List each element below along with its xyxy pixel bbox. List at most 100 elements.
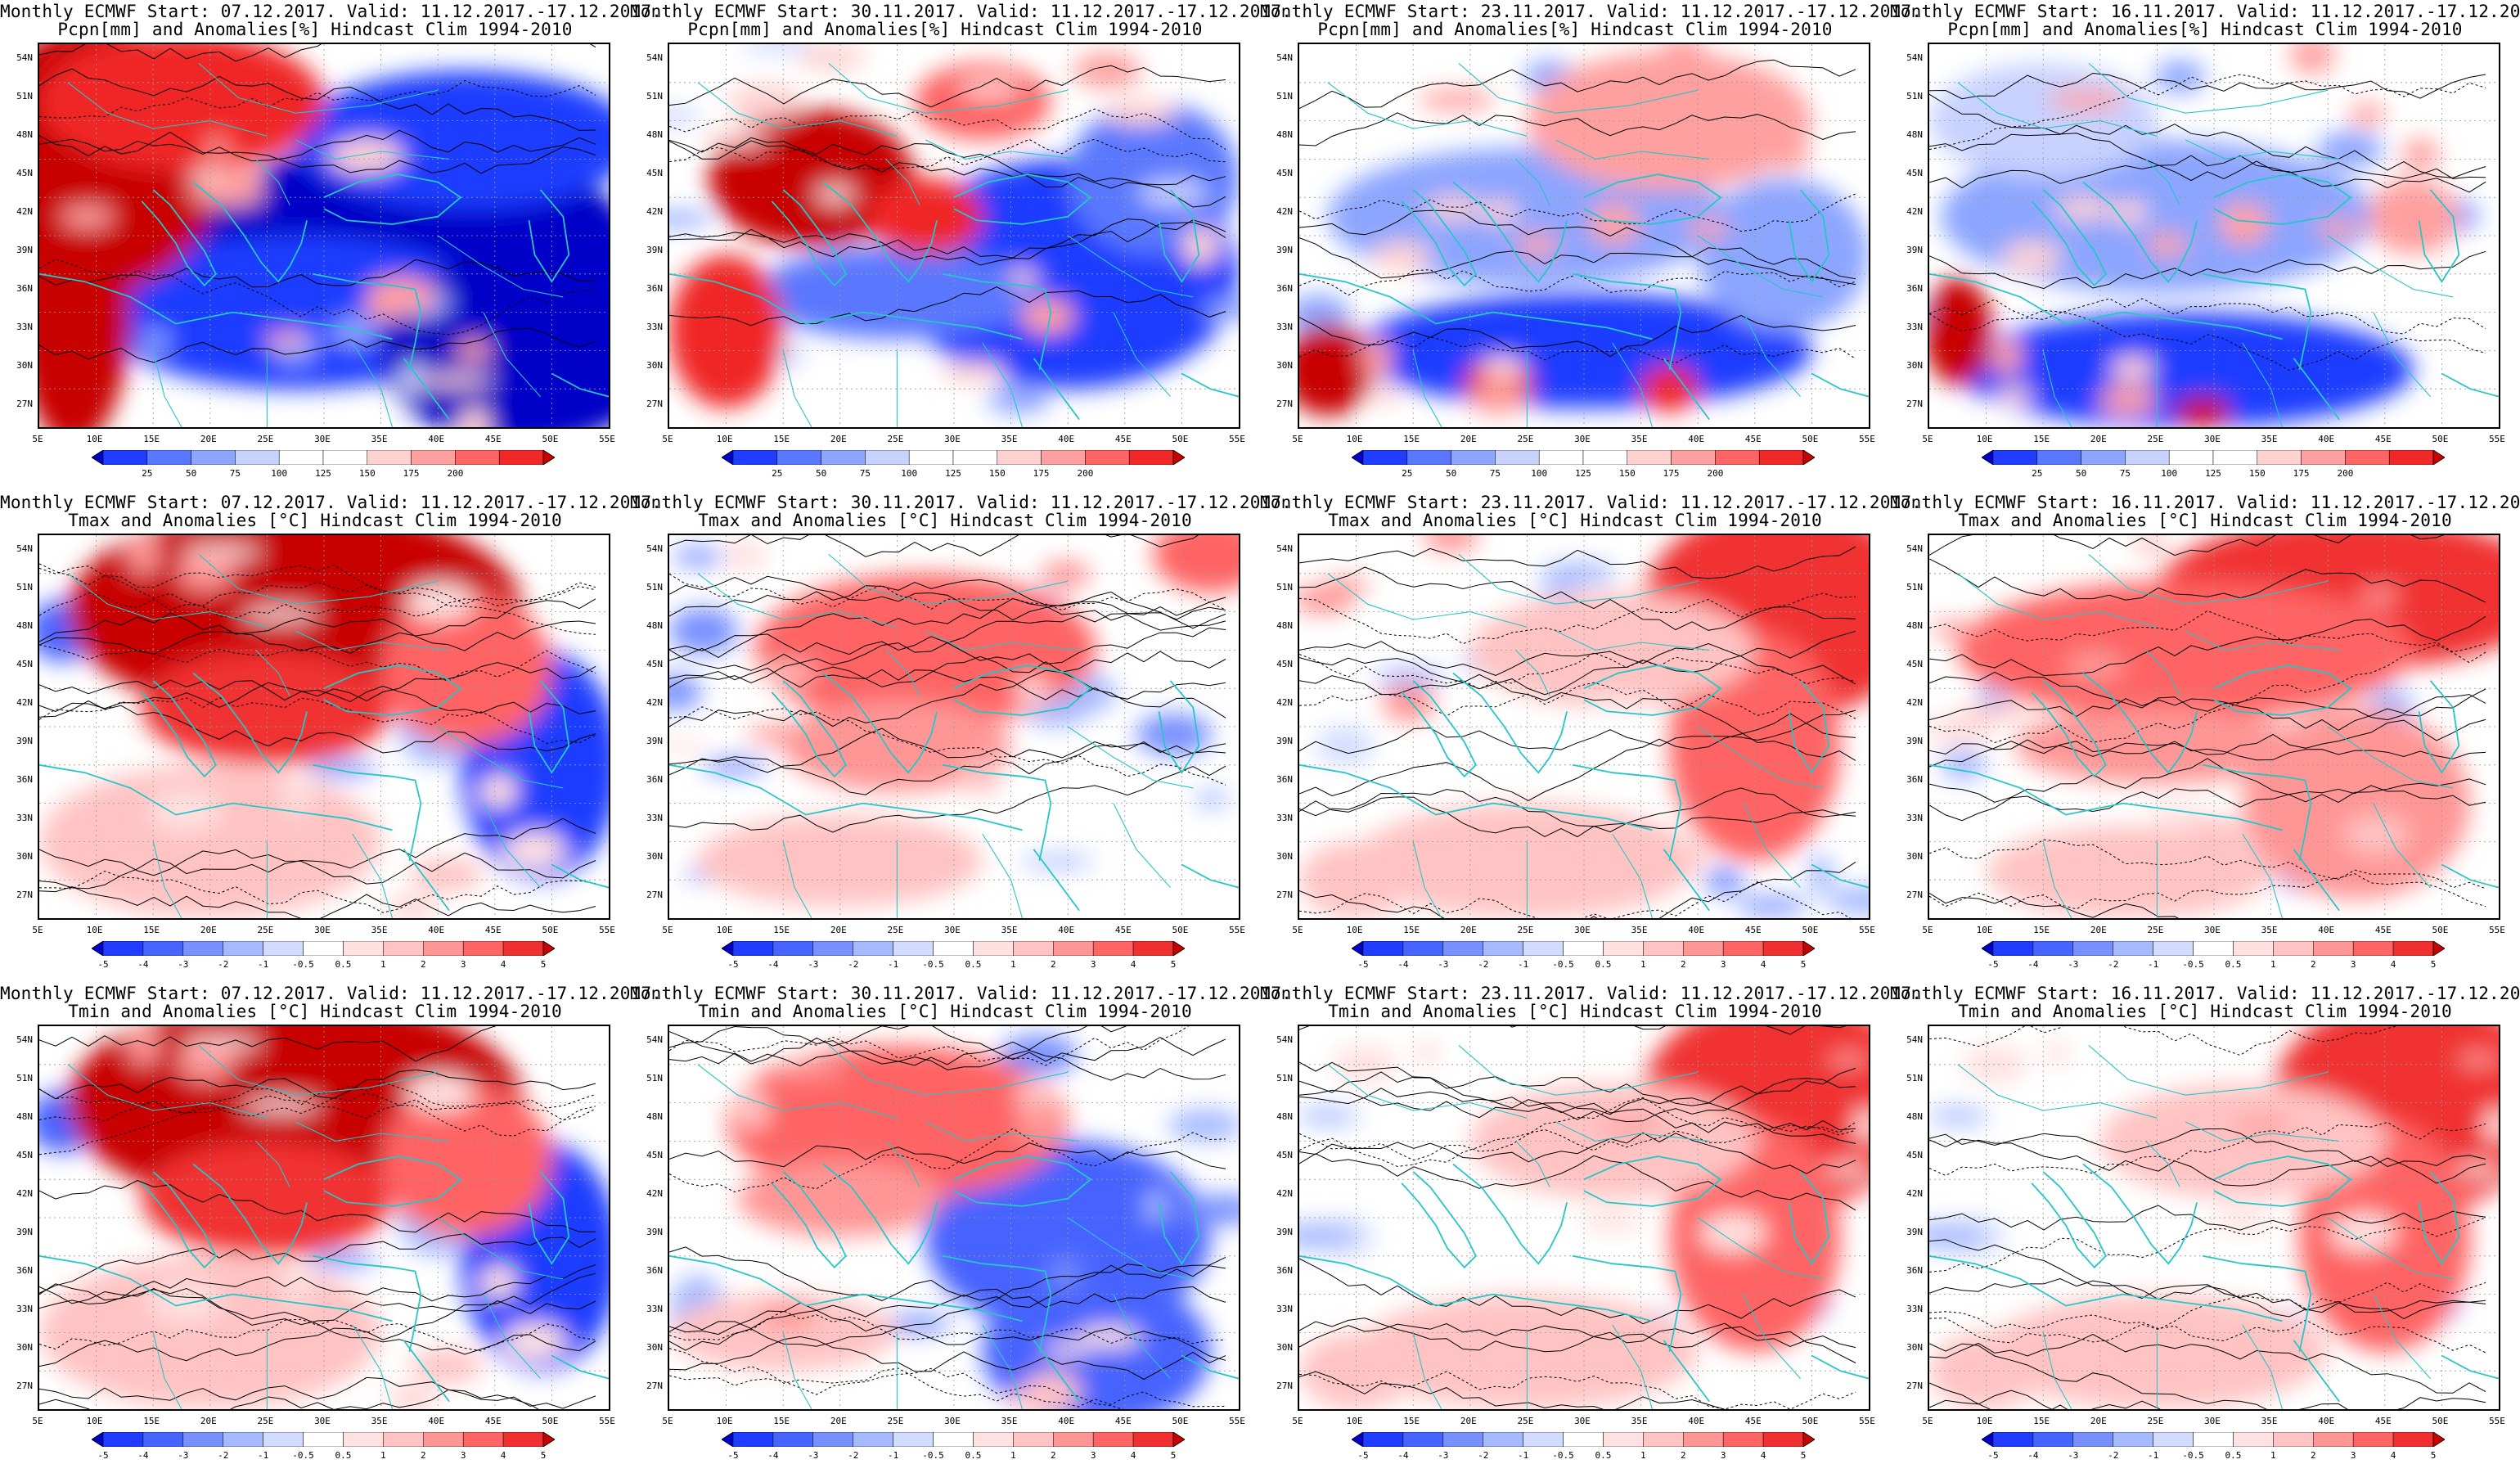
coastline-path <box>953 173 1092 225</box>
latitude-label: 36N <box>1276 1265 1293 1276</box>
border-path <box>437 235 564 298</box>
anomaly-blob <box>2344 815 2410 855</box>
colorbar-cell <box>423 941 464 956</box>
colorbar-cell <box>182 1432 223 1447</box>
coastline-path <box>953 1155 1092 1207</box>
anomaly-map-svg <box>1299 1026 1869 1409</box>
latitude-label: 51N <box>16 582 33 592</box>
border-path <box>925 1121 1080 1142</box>
latitude-label: 45N <box>1906 168 1923 178</box>
border-path <box>2327 235 2454 298</box>
anomaly-map <box>668 534 1240 920</box>
longitude-label: 50E <box>542 1416 559 1426</box>
forecast-panel-tmin-0: Monthly ECMWF Start: 07.12.2017. Valid: … <box>0 982 662 1473</box>
colorbar-min-arrow <box>722 450 734 465</box>
border-path <box>198 62 439 114</box>
anomaly-blob <box>2064 651 2125 682</box>
longitude-label: 30E <box>2204 1416 2221 1426</box>
anomaly-blob <box>1043 1342 1089 1356</box>
latitude-label: 33N <box>16 322 33 332</box>
coastline-path <box>2202 273 2312 370</box>
contour-line <box>1929 671 2486 721</box>
longitude-label: 25E <box>887 1416 904 1426</box>
border-path <box>1555 630 1710 651</box>
contour-line <box>669 1026 1127 1066</box>
coastline-path <box>1663 849 1710 912</box>
longitude-label: 40E <box>2318 434 2335 444</box>
colorbar-cell <box>1406 450 1451 465</box>
longitude-label: 5E <box>32 1416 43 1426</box>
longitude-label: 5E <box>1292 1416 1303 1426</box>
colorbar-max-arrow <box>1802 450 1815 465</box>
border-path <box>437 726 564 789</box>
latitude-label: 45N <box>1906 659 1923 669</box>
longitude-label: 15E <box>773 925 790 935</box>
anomaly-blob <box>148 1281 222 1322</box>
contour-line <box>669 1336 1226 1381</box>
contour-line <box>1299 1088 1856 1131</box>
colorbar-tick-label: -1 <box>2148 959 2159 970</box>
anomaly-blob <box>1299 584 1355 615</box>
anomaly-blob <box>409 1349 484 1383</box>
longitude-label: 45E <box>484 434 502 444</box>
colorbar-tick-label: 125 <box>315 468 331 479</box>
colorbar-tick-label: 125 <box>1575 468 1591 479</box>
contour-line <box>669 727 1226 776</box>
longitude-label: 10E <box>86 925 103 935</box>
colorbar-tick-label: -4 <box>2027 959 2039 970</box>
longitude-label: 15E <box>143 434 160 444</box>
anomaly-blob <box>418 374 493 387</box>
border-path <box>925 139 1080 160</box>
border-path <box>885 159 920 205</box>
colorbar-cell <box>2212 450 2258 465</box>
anomaly-map <box>38 43 610 429</box>
coastline-path <box>2213 1155 2352 1207</box>
coastline-path <box>669 764 1023 831</box>
contour-line <box>39 1264 596 1309</box>
anomaly-map-svg <box>39 535 609 918</box>
anomaly-blob <box>1704 867 1744 895</box>
colorbar-tick-label: 3 <box>460 1450 466 1461</box>
longitude-label: 55E <box>1229 1416 1245 1426</box>
anomaly-blob <box>2483 1108 2499 1142</box>
colorbar-cell <box>2153 1432 2194 1447</box>
colorbar-tick-label: 2 <box>1680 959 1686 970</box>
colorbar-tick-label: 75 <box>2119 468 2131 479</box>
colorbar-cell <box>1362 1432 1404 1447</box>
contour-line <box>1299 1097 1856 1161</box>
colorbar-tick-label: -2 <box>2108 1450 2119 1461</box>
anomaly-blob <box>880 1314 952 1333</box>
coastline-path <box>2418 680 2460 774</box>
latitude-label: 54N <box>1276 543 1293 554</box>
colorbar-tick-label: -4 <box>767 959 779 970</box>
anomaly-blob <box>868 178 983 255</box>
contour-line <box>1929 1205 2486 1231</box>
panel-title-variable: Tmax and Anomalies [°C] Hindcast Clim 19… <box>1328 511 1822 530</box>
contour-line <box>669 1026 1226 1065</box>
colorbar-cell <box>343 1432 384 1447</box>
colorbar-tick-label: 0.5 <box>1595 1450 1612 1461</box>
longitude-label: 20E <box>1460 925 1477 935</box>
contour-line <box>1299 641 1856 685</box>
anomaly-blob <box>1361 340 1393 375</box>
colorbar-tick-label: 1 <box>1010 1450 1016 1461</box>
longitude-label: 15E <box>773 434 790 444</box>
border-path <box>2145 159 2180 205</box>
panel-title-run: Monthly ECMWF Start: 23.11.2017. Valid: … <box>1260 984 1923 1003</box>
contour-line <box>669 627 1226 664</box>
anomaly-blob <box>1929 711 1995 749</box>
contour-line <box>669 1256 1226 1336</box>
longitude-label: 30E <box>314 434 331 444</box>
coastline-path <box>1572 1255 1682 1352</box>
coastline-path <box>1033 358 1080 421</box>
border-path <box>352 1324 394 1409</box>
contour-line <box>669 108 1226 151</box>
border-path <box>2088 1044 2329 1096</box>
colorbar-cell <box>772 1432 814 1447</box>
colorbar-cell <box>1523 941 1564 956</box>
longitude-label: 50E <box>2432 434 2449 444</box>
coastline-path <box>1299 764 1653 831</box>
contour-line <box>1929 1333 2486 1394</box>
latitude-label: 51N <box>1906 582 1923 592</box>
border-path <box>2145 1141 2180 1187</box>
